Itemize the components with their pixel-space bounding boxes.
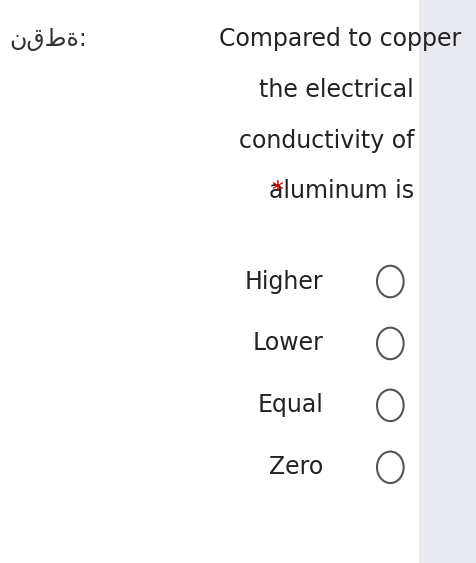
Text: conductivity of: conductivity of bbox=[238, 129, 414, 153]
Text: Equal: Equal bbox=[258, 394, 324, 417]
Text: *: * bbox=[271, 180, 283, 203]
Text: aluminum is: aluminum is bbox=[269, 180, 414, 203]
Text: the electrical: the electrical bbox=[259, 78, 414, 102]
Text: Zero: Zero bbox=[269, 455, 324, 479]
Text: Compared to copper: Compared to copper bbox=[219, 28, 462, 51]
Text: نقطة:: نقطة: bbox=[10, 28, 87, 51]
Text: Higher: Higher bbox=[245, 270, 324, 293]
FancyBboxPatch shape bbox=[419, 0, 476, 563]
Text: Lower: Lower bbox=[253, 332, 324, 355]
